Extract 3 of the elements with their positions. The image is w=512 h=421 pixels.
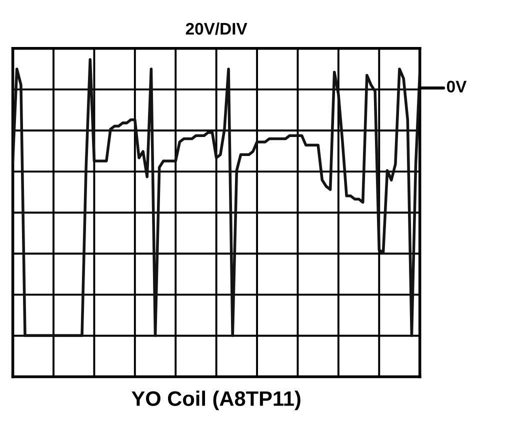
chart-title: 20V/DIV [186,22,248,35]
x-axis-title: YO Coil (A8TP11) [132,390,300,410]
ref-line-label: 0V [446,80,467,92]
